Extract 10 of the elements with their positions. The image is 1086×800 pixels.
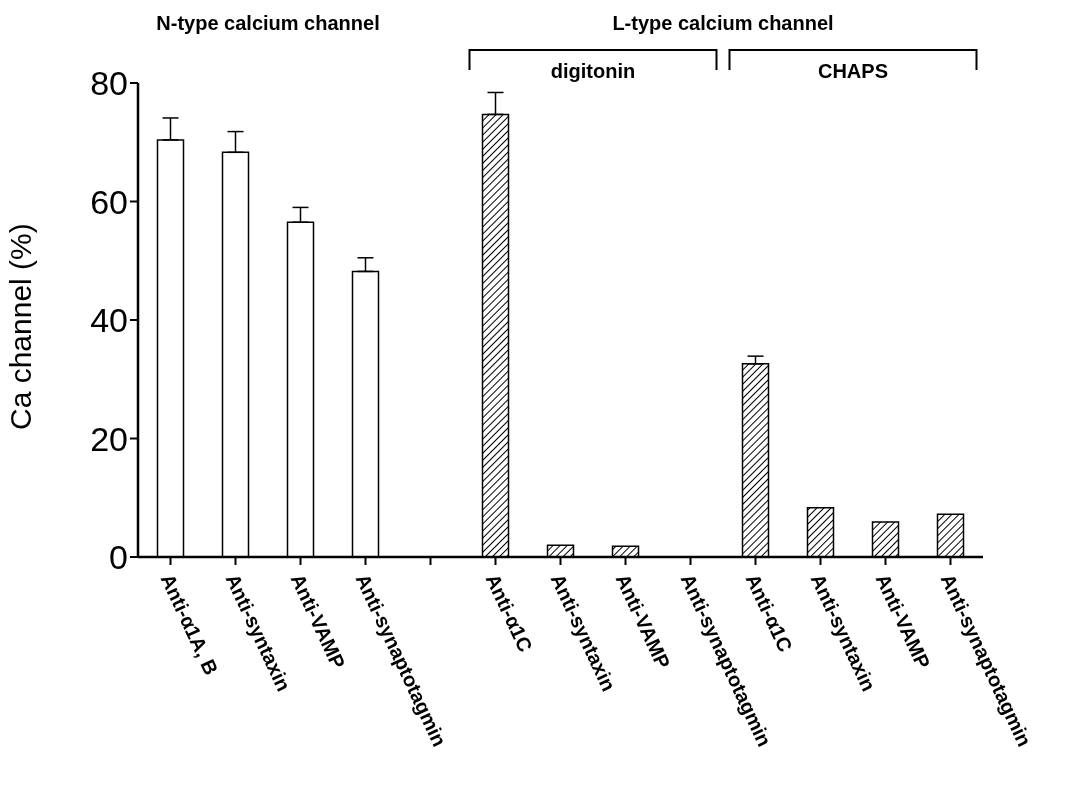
text: CHAPS xyxy=(817,60,889,82)
y-tick-label: 80 xyxy=(90,64,128,103)
text: L-type calcium channel xyxy=(612,12,834,34)
y-axis-title: Ca channel (%) xyxy=(3,223,37,430)
y-tick-label: 20 xyxy=(90,419,128,458)
y-tick-label: 0 xyxy=(109,538,128,577)
y-tick-label: 60 xyxy=(90,182,128,221)
y-tick-label: 40 xyxy=(90,301,128,340)
text: digitonin xyxy=(550,60,636,82)
text: N-type calcium channel xyxy=(156,12,380,34)
